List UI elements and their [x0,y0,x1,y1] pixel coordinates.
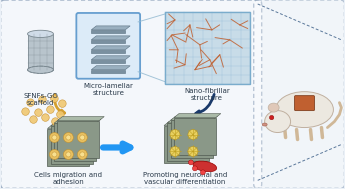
Circle shape [188,146,198,156]
Polygon shape [91,30,125,33]
Circle shape [66,135,71,140]
FancyBboxPatch shape [51,126,92,164]
Ellipse shape [28,30,53,37]
Circle shape [30,116,37,123]
FancyBboxPatch shape [254,0,344,188]
Circle shape [49,132,59,143]
Circle shape [39,96,46,103]
Polygon shape [167,119,214,123]
Circle shape [51,95,58,102]
Polygon shape [91,60,125,63]
Polygon shape [57,117,104,121]
FancyBboxPatch shape [295,96,315,111]
FancyBboxPatch shape [76,13,140,79]
Circle shape [42,114,49,121]
Polygon shape [91,26,130,30]
FancyBboxPatch shape [54,123,96,161]
Ellipse shape [268,103,279,112]
FancyBboxPatch shape [167,123,209,161]
FancyBboxPatch shape [165,12,250,84]
Circle shape [193,166,197,171]
Polygon shape [91,36,130,40]
FancyArrowPatch shape [55,94,65,114]
Ellipse shape [265,111,290,132]
Ellipse shape [193,161,217,172]
Polygon shape [91,40,125,43]
Polygon shape [51,122,98,126]
Circle shape [27,99,34,106]
Ellipse shape [262,123,267,126]
Circle shape [49,149,59,160]
Circle shape [63,149,73,160]
FancyBboxPatch shape [164,125,206,163]
Circle shape [52,135,57,140]
Text: Cells migration and
adhesion: Cells migration and adhesion [34,172,102,185]
Polygon shape [91,56,130,60]
Text: Promoting neuronal and
vascular differentiation: Promoting neuronal and vascular differen… [143,172,227,185]
FancyBboxPatch shape [1,0,262,188]
Circle shape [57,111,64,118]
Circle shape [200,170,205,175]
Text: SFNFs-GO
scaffold: SFNFs-GO scaffold [23,93,58,106]
Circle shape [35,109,42,116]
Polygon shape [164,122,211,125]
Polygon shape [54,119,101,123]
FancyBboxPatch shape [171,120,213,158]
Polygon shape [174,114,221,118]
Ellipse shape [28,66,53,73]
FancyBboxPatch shape [28,34,53,70]
Polygon shape [171,116,217,120]
Polygon shape [91,46,130,50]
FancyArrowPatch shape [196,94,214,115]
Circle shape [188,160,194,165]
Circle shape [47,106,54,113]
FancyBboxPatch shape [48,129,89,166]
Circle shape [52,152,57,157]
Circle shape [63,132,73,143]
FancyBboxPatch shape [174,118,216,155]
Circle shape [80,135,85,140]
Circle shape [52,118,59,125]
FancyBboxPatch shape [57,121,99,158]
Circle shape [77,149,87,160]
Ellipse shape [276,92,333,128]
Polygon shape [91,50,125,53]
FancyArrowPatch shape [103,144,130,151]
Circle shape [22,108,29,115]
Polygon shape [48,125,94,129]
Circle shape [59,100,66,107]
Polygon shape [91,70,125,73]
Polygon shape [91,66,130,70]
Text: Nano-fibrillar
structure: Nano-fibrillar structure [184,88,230,101]
Circle shape [170,129,180,139]
Circle shape [66,152,71,157]
Circle shape [188,129,198,139]
Circle shape [77,132,87,143]
Circle shape [269,115,274,120]
Text: Micro-lamellar
structure: Micro-lamellar structure [83,83,133,96]
Circle shape [170,146,180,156]
Circle shape [80,152,85,157]
